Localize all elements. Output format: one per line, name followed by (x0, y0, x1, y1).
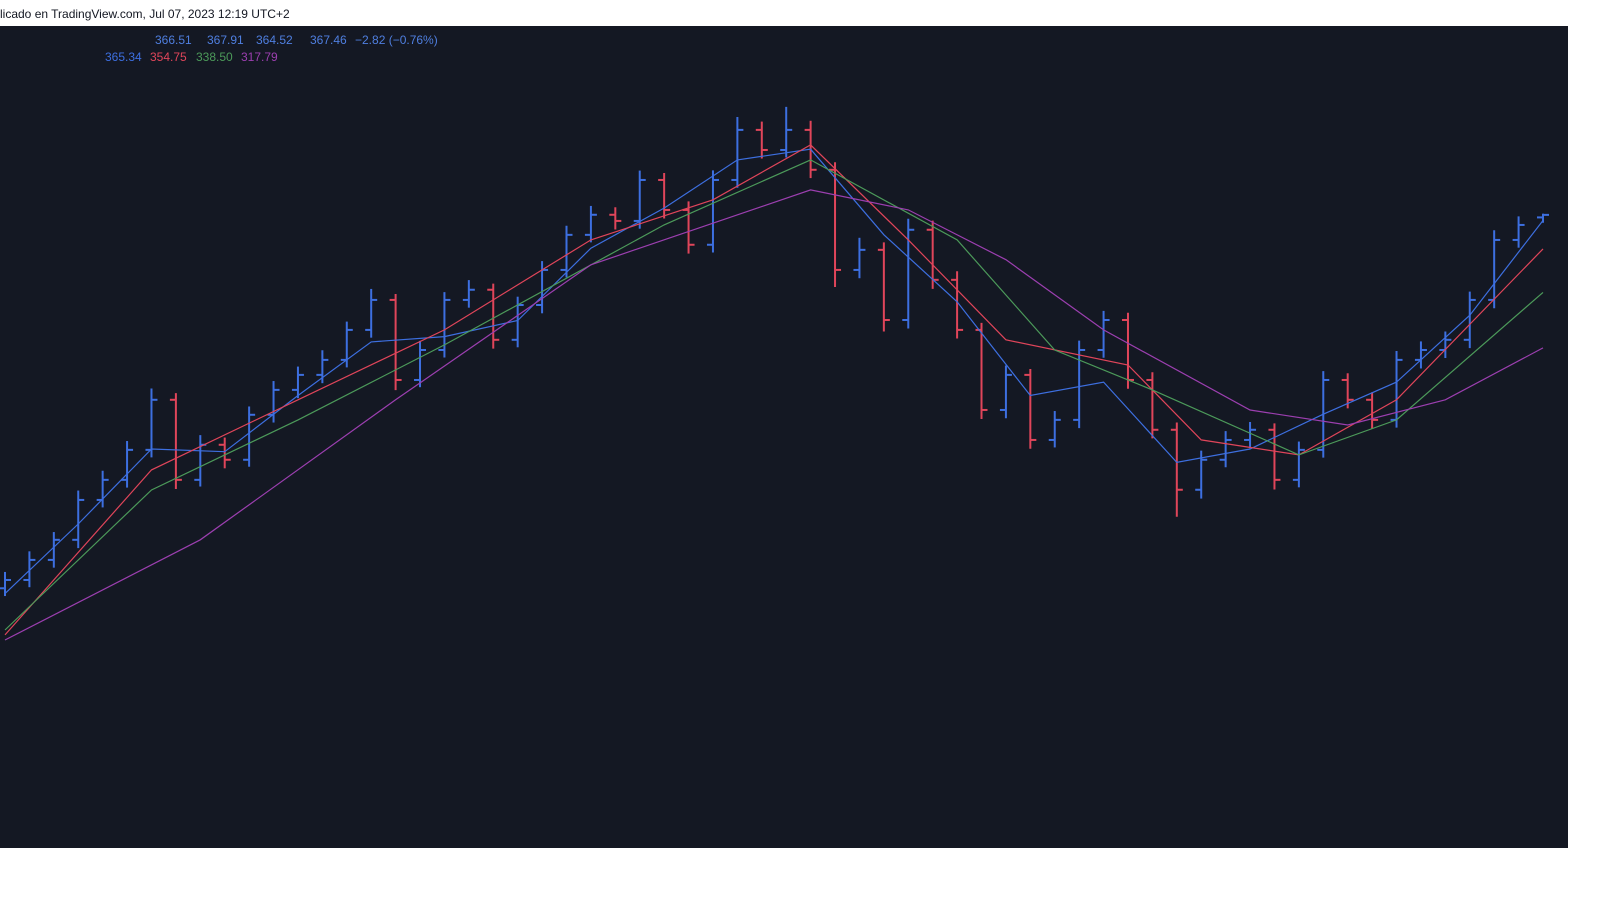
moving-average-line (4, 148, 1544, 595)
legend-open: 366.51 (155, 33, 192, 47)
legend-ma-value: 354.75 (150, 50, 187, 64)
legend-close: 367.46 (310, 33, 347, 47)
header-text: licado en TradingView.com, Jul 07, 2023 … (0, 7, 290, 21)
moving-average-line (4, 189, 1544, 641)
moving-average-line (4, 144, 1544, 636)
moving-average-line (4, 159, 1544, 631)
legend-ma-value: 317.79 (241, 50, 278, 64)
legend-ma-value: 338.50 (196, 50, 233, 64)
moving-averages (4, 144, 1544, 641)
legend-high: 367.91 (207, 33, 244, 47)
legend-low: 364.52 (256, 33, 293, 47)
legend-ma-value: 365.34 (105, 50, 142, 64)
header-bar (0, 0, 1600, 26)
legend-change: −2.82 (−0.76%) (355, 33, 438, 47)
